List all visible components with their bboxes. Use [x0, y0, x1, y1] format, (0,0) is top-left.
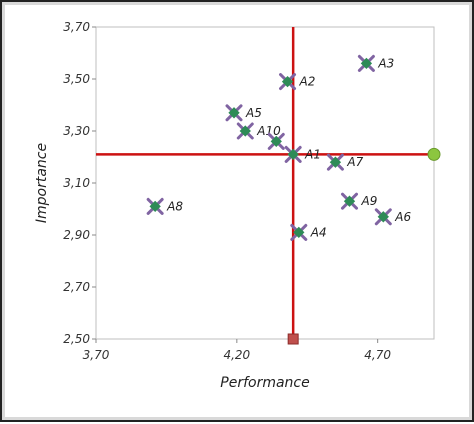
x-tick-label: 3,70: [83, 348, 110, 362]
point-label: A2: [299, 75, 316, 89]
plot-area: [95, 26, 435, 340]
y-tick-label: 3,50: [63, 72, 90, 86]
horizontal-line-end-marker: [427, 147, 441, 161]
y-tick-label: 2,90: [63, 228, 90, 242]
point-label: A10: [256, 124, 281, 138]
point-label: A6: [394, 210, 411, 224]
vertical-line-end-marker: [287, 333, 299, 345]
y-tick-label: 2,50: [63, 332, 90, 346]
point-label: A3: [377, 56, 394, 70]
x-tick-label: 4,70: [364, 348, 391, 362]
data-point-a10: [236, 122, 254, 140]
data-point-a8: [146, 197, 164, 215]
y-tick-label: 3,30: [63, 124, 90, 138]
data-point-a7: [326, 153, 344, 171]
x-tick-label: 4,20: [223, 348, 250, 362]
point-label: A4: [310, 225, 327, 239]
point-label: A9: [361, 194, 378, 208]
data-point-a5: [225, 104, 243, 122]
data-point-a2: [279, 73, 297, 91]
data-point-a6: [374, 208, 392, 226]
data-point-a9: [341, 192, 358, 210]
point-label: A8: [166, 199, 183, 213]
data-point-a1: [284, 145, 302, 163]
point-label: A5: [245, 106, 262, 120]
point-label: A1: [304, 147, 321, 161]
point-label: A7: [346, 155, 363, 169]
x-axis-title: Performance: [220, 375, 309, 391]
y-axis-title: Importance: [34, 143, 50, 223]
y-tick-label: 3,10: [63, 176, 90, 190]
y-tick-label: 2,70: [63, 280, 90, 294]
data-point-a4: [290, 223, 308, 241]
y-tick-label: 3,70: [63, 20, 90, 34]
data-point: [267, 132, 285, 150]
data-point-a3: [357, 54, 375, 72]
